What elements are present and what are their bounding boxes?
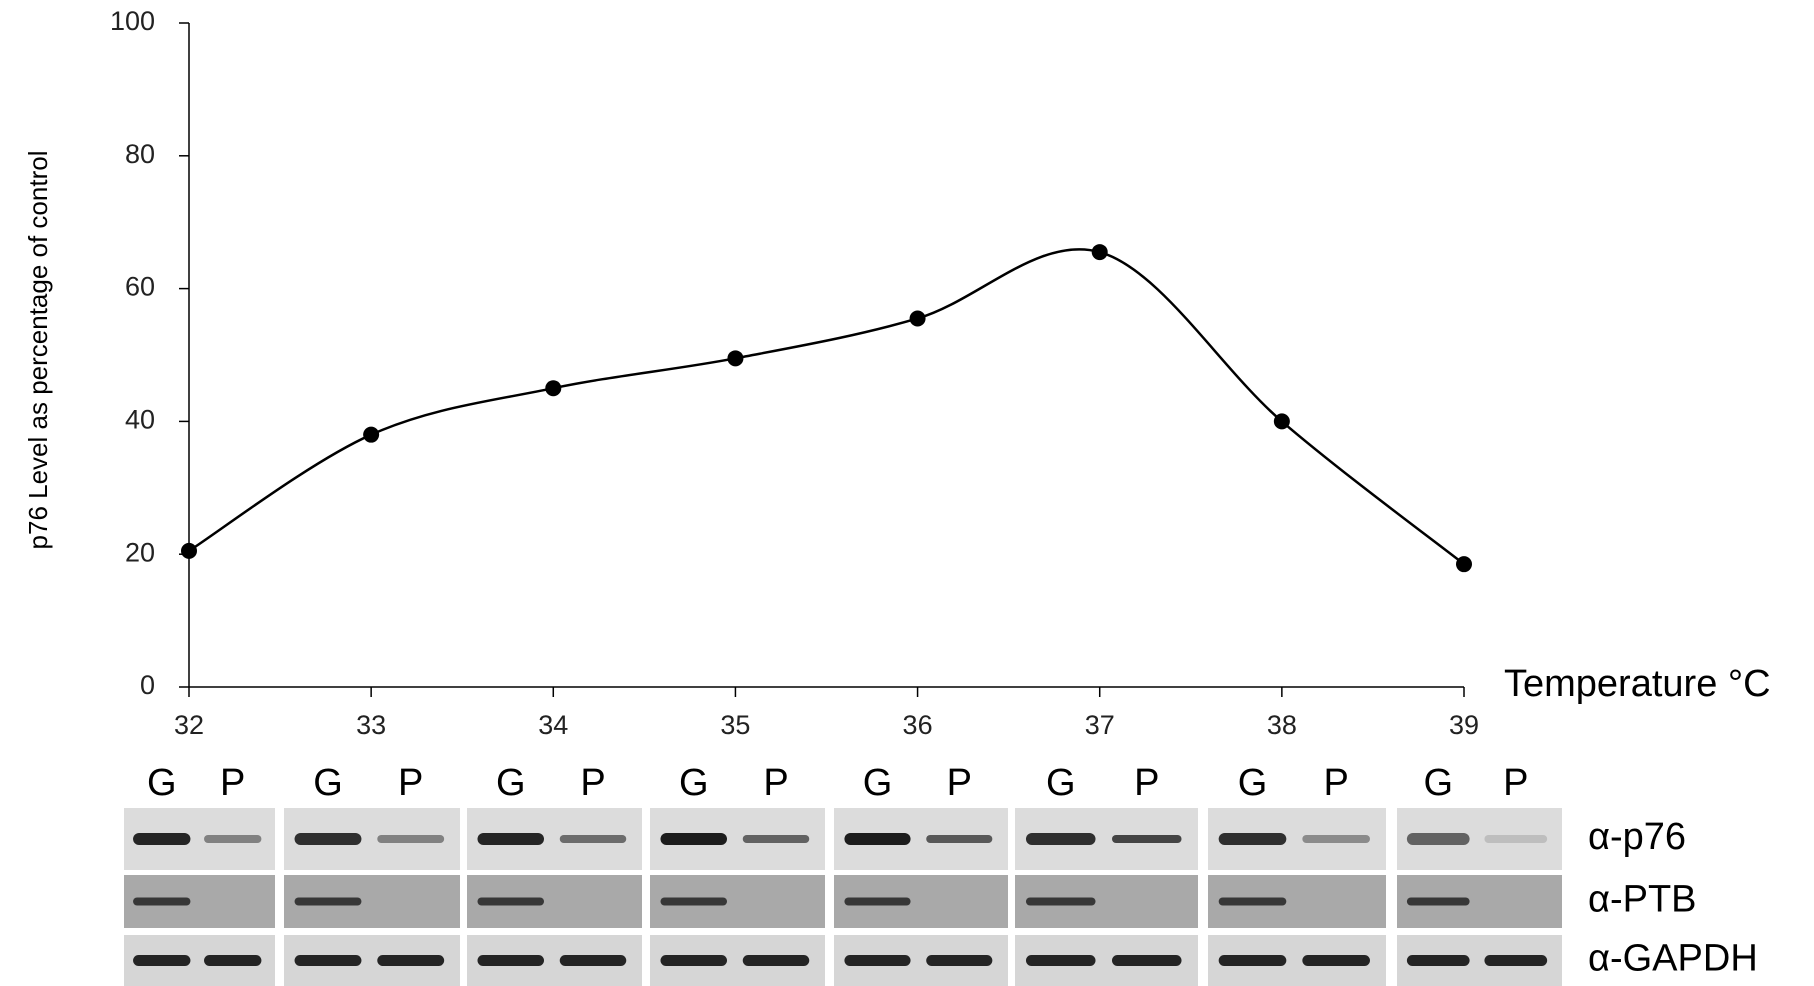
figure: p76 Level as percentage of control Tempe… — [0, 0, 1814, 986]
marker — [1274, 413, 1290, 429]
band — [844, 898, 910, 906]
lane-label: G — [496, 762, 526, 804]
lane-label: G — [1046, 762, 1076, 804]
band — [295, 955, 362, 966]
lane-label: P — [1134, 762, 1159, 804]
band — [1219, 898, 1287, 906]
band — [478, 898, 545, 906]
y-tick-label: 0 — [140, 670, 155, 700]
band — [926, 835, 992, 843]
band — [1484, 955, 1547, 966]
band — [661, 833, 728, 845]
band — [560, 955, 627, 966]
lane-label: G — [313, 762, 343, 804]
marker — [727, 350, 743, 366]
marker — [181, 543, 197, 559]
row-label: α-PTB — [1588, 879, 1697, 921]
lane-label: P — [1503, 762, 1528, 804]
lane-label: P — [580, 762, 605, 804]
marker — [363, 427, 379, 443]
band — [377, 835, 444, 843]
lane-label: G — [1423, 762, 1453, 804]
band — [1219, 955, 1287, 966]
band — [478, 833, 545, 845]
x-tick-label: 36 — [903, 710, 933, 740]
band — [1026, 955, 1096, 966]
x-tick-label: 38 — [1267, 710, 1297, 740]
x-tick-label: 32 — [174, 710, 204, 740]
lane-label: P — [947, 762, 972, 804]
x-tick-label: 33 — [356, 710, 386, 740]
lane-label: P — [220, 762, 245, 804]
band — [1302, 955, 1370, 966]
band — [1407, 898, 1470, 906]
band — [1112, 835, 1182, 843]
band — [204, 955, 261, 966]
band — [478, 955, 545, 966]
band — [295, 898, 362, 906]
band — [204, 835, 261, 843]
lane-label: G — [863, 762, 893, 804]
lane-label: G — [147, 762, 177, 804]
band — [1484, 835, 1547, 843]
x-tick-label: 35 — [720, 710, 750, 740]
row-label: α-p76 — [1588, 816, 1686, 858]
band — [1302, 835, 1370, 843]
x-tick-label: 39 — [1449, 710, 1479, 740]
y-tick-label: 60 — [125, 272, 155, 302]
line — [189, 249, 1464, 564]
band — [133, 955, 190, 966]
band — [844, 955, 910, 966]
y-tick-label: 80 — [125, 139, 155, 169]
lane-label: P — [1323, 762, 1348, 804]
y-tick-label: 40 — [125, 405, 155, 435]
row-label: α-GAPDH — [1588, 938, 1758, 980]
band — [1219, 833, 1287, 845]
marker — [545, 380, 561, 396]
band — [1407, 833, 1470, 845]
band — [926, 955, 992, 966]
x-tick-label: 34 — [538, 710, 568, 740]
band — [844, 833, 910, 845]
y-tick-label: 100 — [110, 6, 155, 36]
x-axis-label: Temperature °C — [1504, 663, 1771, 705]
band — [1026, 898, 1096, 906]
band — [133, 833, 190, 845]
y-axis-label: p76 Level as percentage of control — [23, 151, 53, 550]
band — [743, 835, 810, 843]
lane-label: P — [763, 762, 788, 804]
lane-label: P — [398, 762, 423, 804]
band — [377, 955, 444, 966]
lane-label: G — [679, 762, 709, 804]
band — [1407, 955, 1470, 966]
band — [295, 833, 362, 845]
band — [1112, 955, 1182, 966]
band — [560, 835, 627, 843]
band — [1026, 833, 1096, 845]
marker — [910, 310, 926, 326]
band — [133, 898, 190, 906]
lane-label: G — [1238, 762, 1268, 804]
marker — [1092, 244, 1108, 260]
band — [661, 955, 728, 966]
x-tick-label: 37 — [1085, 710, 1115, 740]
y-tick-label: 20 — [125, 537, 155, 567]
band — [743, 955, 810, 966]
marker — [1456, 556, 1472, 572]
band — [661, 898, 728, 906]
